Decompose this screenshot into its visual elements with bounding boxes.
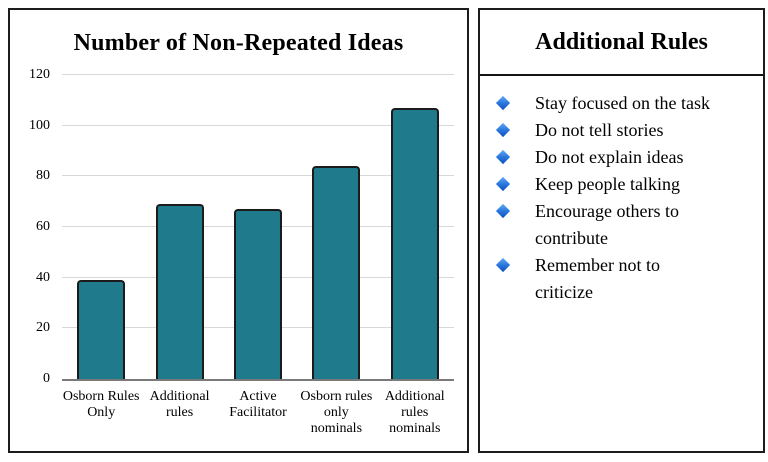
- bar-chart-plot: 0 20 40 60 80 100 120: [29, 68, 454, 386]
- rule-text: Remember not to criticize: [535, 255, 660, 302]
- bar-column-3: [297, 75, 375, 379]
- diamond-bullet-icon: [495, 149, 511, 165]
- rule-text: Encourage others to contribute: [535, 201, 679, 248]
- x-axis-labels: Osborn Rules Only Additional rules Active …: [62, 389, 454, 437]
- gridline-120: [62, 74, 454, 75]
- rule-item-2: Do not explain ideas: [495, 144, 755, 171]
- bar-3: [312, 166, 361, 379]
- rule-item-0: Stay focused on the task: [495, 90, 755, 117]
- diamond-bullet-icon: [495, 122, 511, 138]
- bar-2: [233, 209, 282, 379]
- bar-1: [155, 204, 204, 379]
- chart-panel: Number of Non-Repeated Ideas 0 20 40 60 80 10…: [8, 8, 469, 453]
- diamond-bullet-icon: [495, 257, 511, 273]
- bar-column-4: [376, 75, 454, 379]
- bar-column-2: [219, 75, 297, 379]
- diamond-bullet-icon: [495, 203, 511, 219]
- bar-0: [77, 280, 126, 379]
- gridline-80: [62, 175, 454, 177]
- y-tick-label-100: 100: [29, 117, 50, 133]
- x-label-text: Additional rules nominals: [384, 389, 445, 436]
- y-tick-label-80: 80: [36, 168, 50, 184]
- gridline-100: [62, 124, 454, 126]
- bar-column-1: [140, 75, 218, 379]
- rule-item-1: Do not tell stories: [495, 117, 755, 144]
- bar-column-0: [62, 75, 140, 379]
- bar-4: [390, 107, 439, 379]
- y-tick-label-60: 60: [36, 219, 50, 234]
- rules-header: Additional Rules: [480, 10, 763, 76]
- rule-text: Keep people talking: [535, 174, 680, 194]
- rules-panel: Additional Rules Stay focused on the tas…: [478, 8, 765, 453]
- chart-title: Number of Non-Repeated Ideas: [73, 30, 404, 56]
- rule-text: Do not explain ideas: [535, 147, 684, 167]
- x-label-text: Osborn rules only nominals: [300, 389, 373, 436]
- x-label-text: Active Facilitator: [229, 389, 287, 420]
- rules-title: Additional Rules: [535, 28, 708, 55]
- x-label-text: Additional rules: [149, 389, 210, 420]
- x-label-text: Osborn Rules Only: [62, 389, 140, 420]
- y-tick-label-120: 120: [29, 67, 50, 82]
- x-label-4: Additional rules nominals: [376, 389, 454, 437]
- rule-item-5: Remember not to criticize: [495, 252, 755, 306]
- x-label-2: Active Facilitator: [219, 389, 297, 437]
- rule-text: Stay focused on the task: [535, 93, 710, 113]
- rules-list: Stay focused on the task Do not tell stor…: [480, 90, 763, 306]
- y-tick-label-20: 20: [36, 320, 50, 336]
- diamond-bullet-icon: [495, 95, 511, 111]
- y-tick-label-40: 40: [36, 269, 50, 285]
- rule-item-3: Keep people talking: [495, 171, 755, 198]
- x-label-0: Osborn Rules Only: [62, 389, 140, 437]
- diamond-bullet-icon: [495, 176, 511, 192]
- x-label-3: Osborn rules only nominals: [297, 389, 375, 437]
- x-label-1: Additional rules: [140, 389, 218, 437]
- rule-item-4: Encourage others to contribute: [495, 198, 755, 252]
- rule-text: Do not tell stories: [535, 120, 664, 140]
- y-tick-label-0: 0: [43, 371, 50, 386]
